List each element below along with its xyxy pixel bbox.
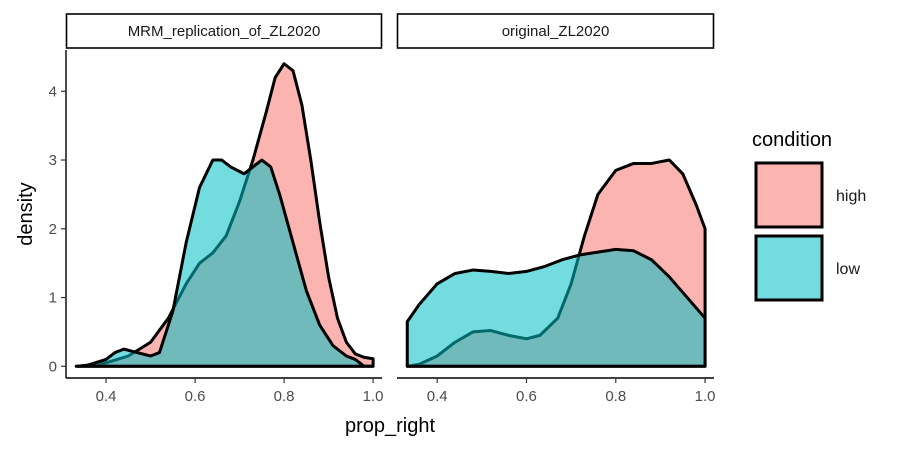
- legend-key-low: [754, 234, 824, 302]
- x-tick-label: 1.0: [363, 388, 384, 405]
- y-axis-title: density: [15, 182, 37, 245]
- x-axis-title: prop_right: [345, 415, 436, 437]
- facet-strip: [65, 13, 383, 49]
- y-tick-label: 1: [49, 290, 57, 307]
- y-tick-label: 3: [49, 152, 57, 169]
- x-tick-label: 0.4: [427, 388, 448, 405]
- facet-strip-label: MRM_replication_of_ZL2020: [128, 23, 321, 40]
- legend-label-high: high: [836, 188, 866, 205]
- y-tick-label: 2: [49, 221, 57, 238]
- facet-panel: MRM_replication_of_ZL2020 0.4 0.6 0.8 1.0: [65, 13, 384, 405]
- legend-key-high: [754, 161, 824, 229]
- facet-panel: original_ZL2020 0.4 0.6 0.8 1.0: [396, 13, 716, 405]
- y-tick-label: 4: [49, 83, 57, 100]
- legend-label-low: low: [836, 261, 860, 278]
- density-area-low: [405, 247, 707, 368]
- x-tick-label: 0.8: [605, 388, 626, 405]
- y-tick-label: 0: [49, 358, 57, 375]
- legend-title: condition: [752, 129, 832, 151]
- facet-strip: [396, 13, 715, 49]
- legend: condition high low: [752, 129, 866, 302]
- x-tick-label: 0.8: [274, 388, 295, 405]
- facet-strip-label: original_ZL2020: [502, 23, 610, 40]
- x-tick-label: 1.0: [695, 388, 716, 405]
- x-tick-label: 0.6: [516, 388, 537, 405]
- x-tick-label: 0.4: [96, 388, 117, 405]
- density-area-low: [74, 158, 375, 368]
- x-tick-label: 0.6: [185, 388, 206, 405]
